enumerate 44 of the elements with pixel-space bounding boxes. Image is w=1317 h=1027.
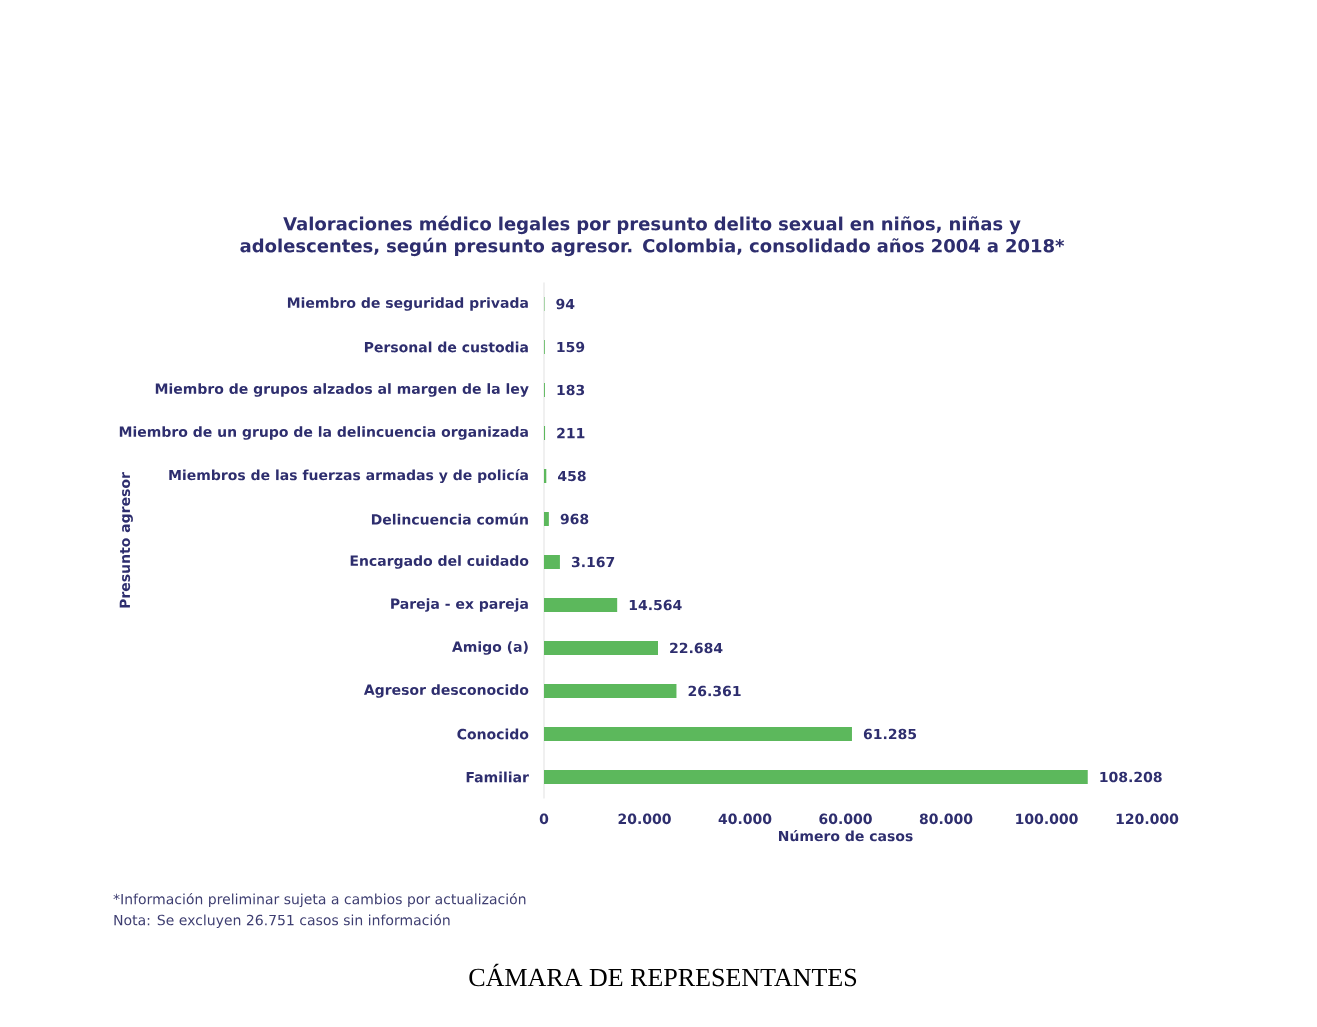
x-tick-label: 60.000 [819,813,872,825]
data-label: 14.564 [629,599,682,611]
y-tick-label: Agresor desconocido [363,684,529,698]
x-tick-label: 80.000 [919,813,973,825]
data-label: 94 [556,298,575,310]
x-tick-label: 20.000 [618,813,671,825]
bar [544,640,658,655]
bar [544,597,618,612]
x-tick-label: 120.000 [1116,813,1179,825]
data-label: 968 [560,513,589,525]
data-label: 61.285 [863,728,917,740]
y-tick-label: Personal de custodia [364,341,528,353]
bar [544,511,549,526]
y-tick-label: Familiar [466,771,529,783]
x-tick-label: 0 [539,813,549,825]
y-tick-label: Miembro de seguridad privada [287,297,528,311]
text: Nota: Se excluyen 26.751 casos sin información [114,913,450,929]
y-tick-label: Encargado del cuidado [350,555,529,569]
y-tick-label: Delincuencia común [371,513,528,525]
x-axis-title: Número de casos [779,829,913,842]
chart-title: Valoraciones médico legales por presunto delito sexual en niños, niñas y adolescentes, según presunto agresor. Colombia, consolidado años 2004 a 2018* [240,215,1065,257]
data-label: 211 [557,427,585,439]
data-label: 3.167 [571,556,615,568]
y-tick-label: Miembros de las fuerzas armadas y de policía [169,468,528,484]
x-tick-label: 100.000 [1016,813,1078,825]
y-axis-title: Presunto agresor [119,472,133,608]
data-label: 183 [557,384,585,396]
bar [544,683,677,698]
data-label: 22.684 [670,642,723,654]
bar [544,769,1088,784]
bar [544,726,852,741]
bar [544,554,560,569]
text: CÁMARA DE REPRESENTANTES [469,963,857,987]
y-tick-label: Pareja - ex pareja [391,598,528,612]
data-label: 159 [557,341,585,353]
data-label: 26.361 [688,685,741,697]
y-tick-label: Amigo (a) [452,641,528,655]
y-tick-label: Miembro de grupos alzados al margen de la ley [155,383,529,397]
y-tick-label: Conocido [457,728,529,740]
data-label: 458 [558,470,586,482]
y-tick-label: Miembro de un grupo de la delincuencia organizada [119,426,528,440]
text: *Información preliminar sujeta a cambios por actualización [113,892,526,908]
x-tick-label: 40.000 [718,813,772,825]
data-label: 108.208 [1100,771,1162,783]
